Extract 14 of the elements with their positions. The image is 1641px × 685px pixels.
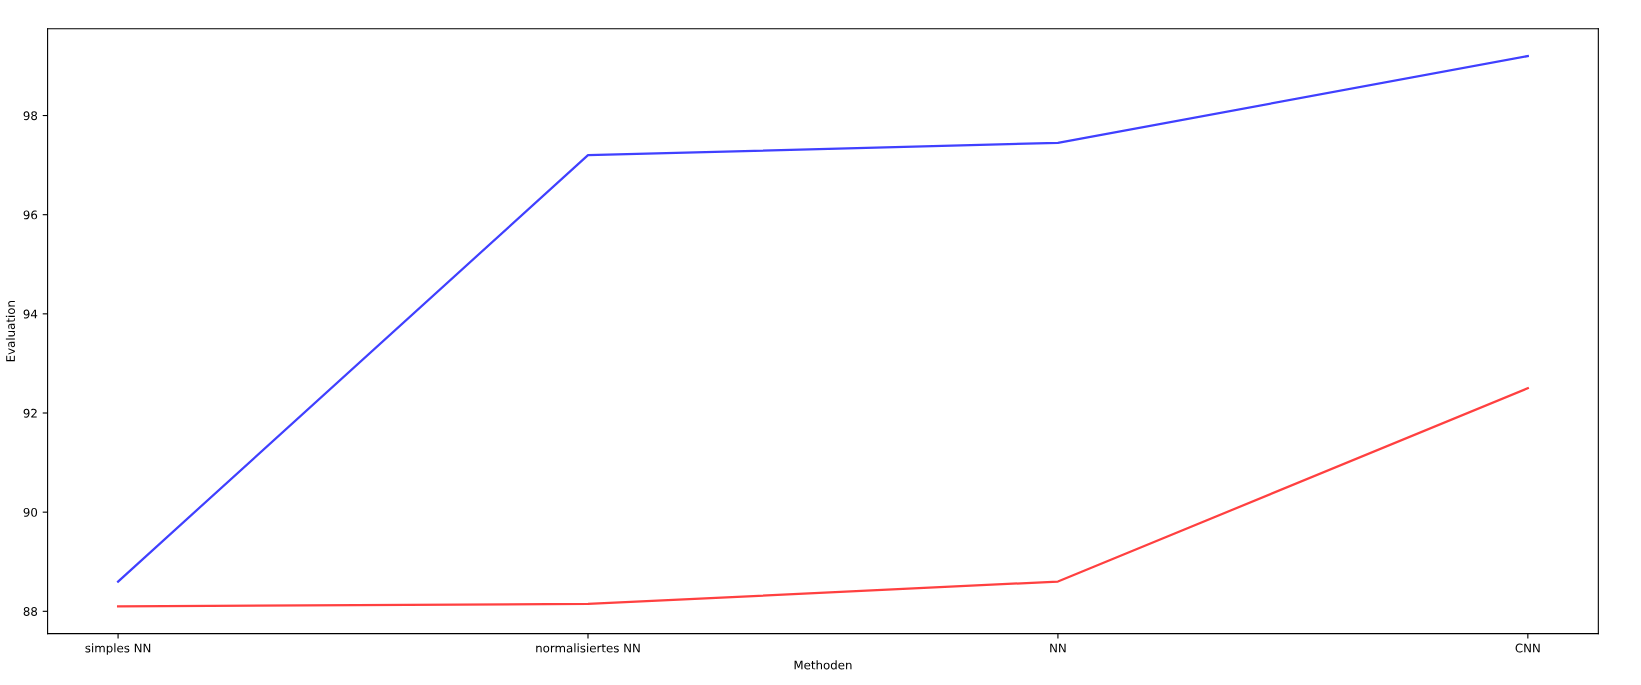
x-tick-label: simples NN (85, 643, 151, 655)
y-tick-label: 88 (23, 607, 38, 616)
y-tick-label: 90 (23, 507, 38, 517)
y-tick-label: 96 (23, 210, 38, 220)
y-axis-title: Evaluation (5, 301, 15, 362)
x-tick-label: NN (1050, 643, 1066, 653)
x-tick-label: normalisiertes NN (536, 643, 640, 653)
y-tick-label: 98 (23, 111, 38, 121)
line-series (116, 387, 1529, 608)
line-series (116, 54, 1529, 583)
y-tick-label: 94 (23, 309, 38, 319)
y-tick-label: 92 (23, 408, 37, 418)
x-axis-title: Methoden (794, 660, 852, 670)
x-tick-label: CNN (1515, 643, 1540, 653)
